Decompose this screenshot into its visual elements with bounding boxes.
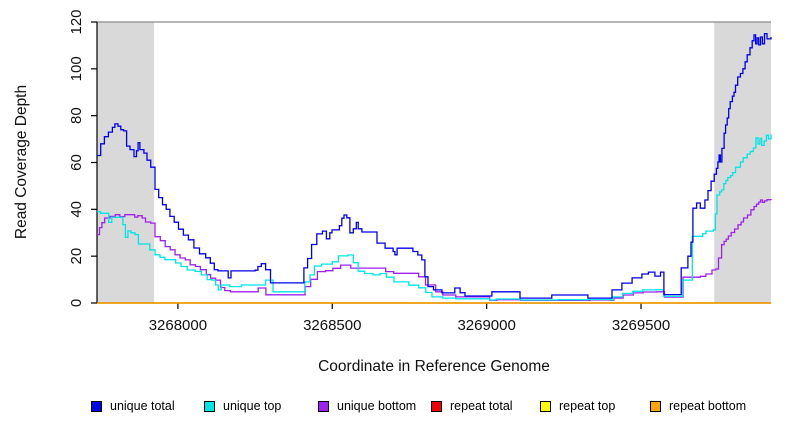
legend-label: repeat top	[559, 399, 616, 413]
legend-item-unique-top: unique top	[204, 398, 281, 414]
series-lines	[97, 33, 772, 304]
y-tick-label: 100	[68, 56, 85, 81]
y-axis-title: Read Coverage Depth	[13, 85, 30, 239]
y-tick-label: 20	[68, 248, 85, 265]
repeat-region-shading	[97, 22, 771, 303]
legend-label: repeat total	[450, 399, 513, 413]
legend-label: unique bottom	[337, 399, 417, 413]
y-tick-label: 80	[68, 107, 85, 124]
y-tick-label: 120	[68, 9, 85, 34]
legend-item-unique-bottom: unique bottom	[318, 398, 416, 414]
x-tick-label: 3268000	[149, 317, 207, 334]
legend-swatch-repeat-bottom	[650, 400, 661, 412]
legend-swatch-unique-total	[91, 400, 102, 412]
legend-label: repeat bottom	[669, 399, 747, 413]
x-tick-label: 3269000	[457, 317, 515, 334]
x-tick-label: 3269500	[612, 317, 670, 334]
legend-swatch-unique-bottom	[318, 400, 329, 412]
legend-item-unique-total: unique total	[91, 398, 175, 414]
coverage-plot: 0 20 40 60 80 100 120 3268000 3268500 3269000 3269…	[13, 9, 772, 375]
repeat-region-shade-left	[97, 22, 155, 303]
legend-label: unique top	[223, 399, 282, 413]
unique-bottom-line	[97, 199, 772, 302]
unique-total-line	[97, 33, 772, 299]
x-axis-title: Coordinate in Reference Genome	[318, 358, 550, 375]
x-tick-label: 3268500	[303, 317, 361, 334]
unique-top-line	[97, 134, 772, 301]
legend: unique total unique top unique bottom repea…	[0, 398, 792, 418]
y-tick-label: 0	[68, 299, 85, 307]
legend-label: unique total	[110, 399, 175, 413]
legend-item-repeat-total: repeat total	[431, 398, 513, 414]
legend-item-repeat-top: repeat top	[540, 398, 615, 414]
legend-swatch-unique-top	[204, 400, 215, 412]
legend-item-repeat-bottom: repeat bottom	[650, 398, 746, 414]
legend-swatch-repeat-total	[431, 400, 442, 412]
legend-swatch-repeat-top	[540, 400, 551, 412]
axes: 0 20 40 60 80 100 120 3268000 3268500 3269000 3269…	[68, 9, 771, 334]
y-tick-label: 60	[68, 154, 85, 171]
y-tick-label: 40	[68, 201, 85, 218]
